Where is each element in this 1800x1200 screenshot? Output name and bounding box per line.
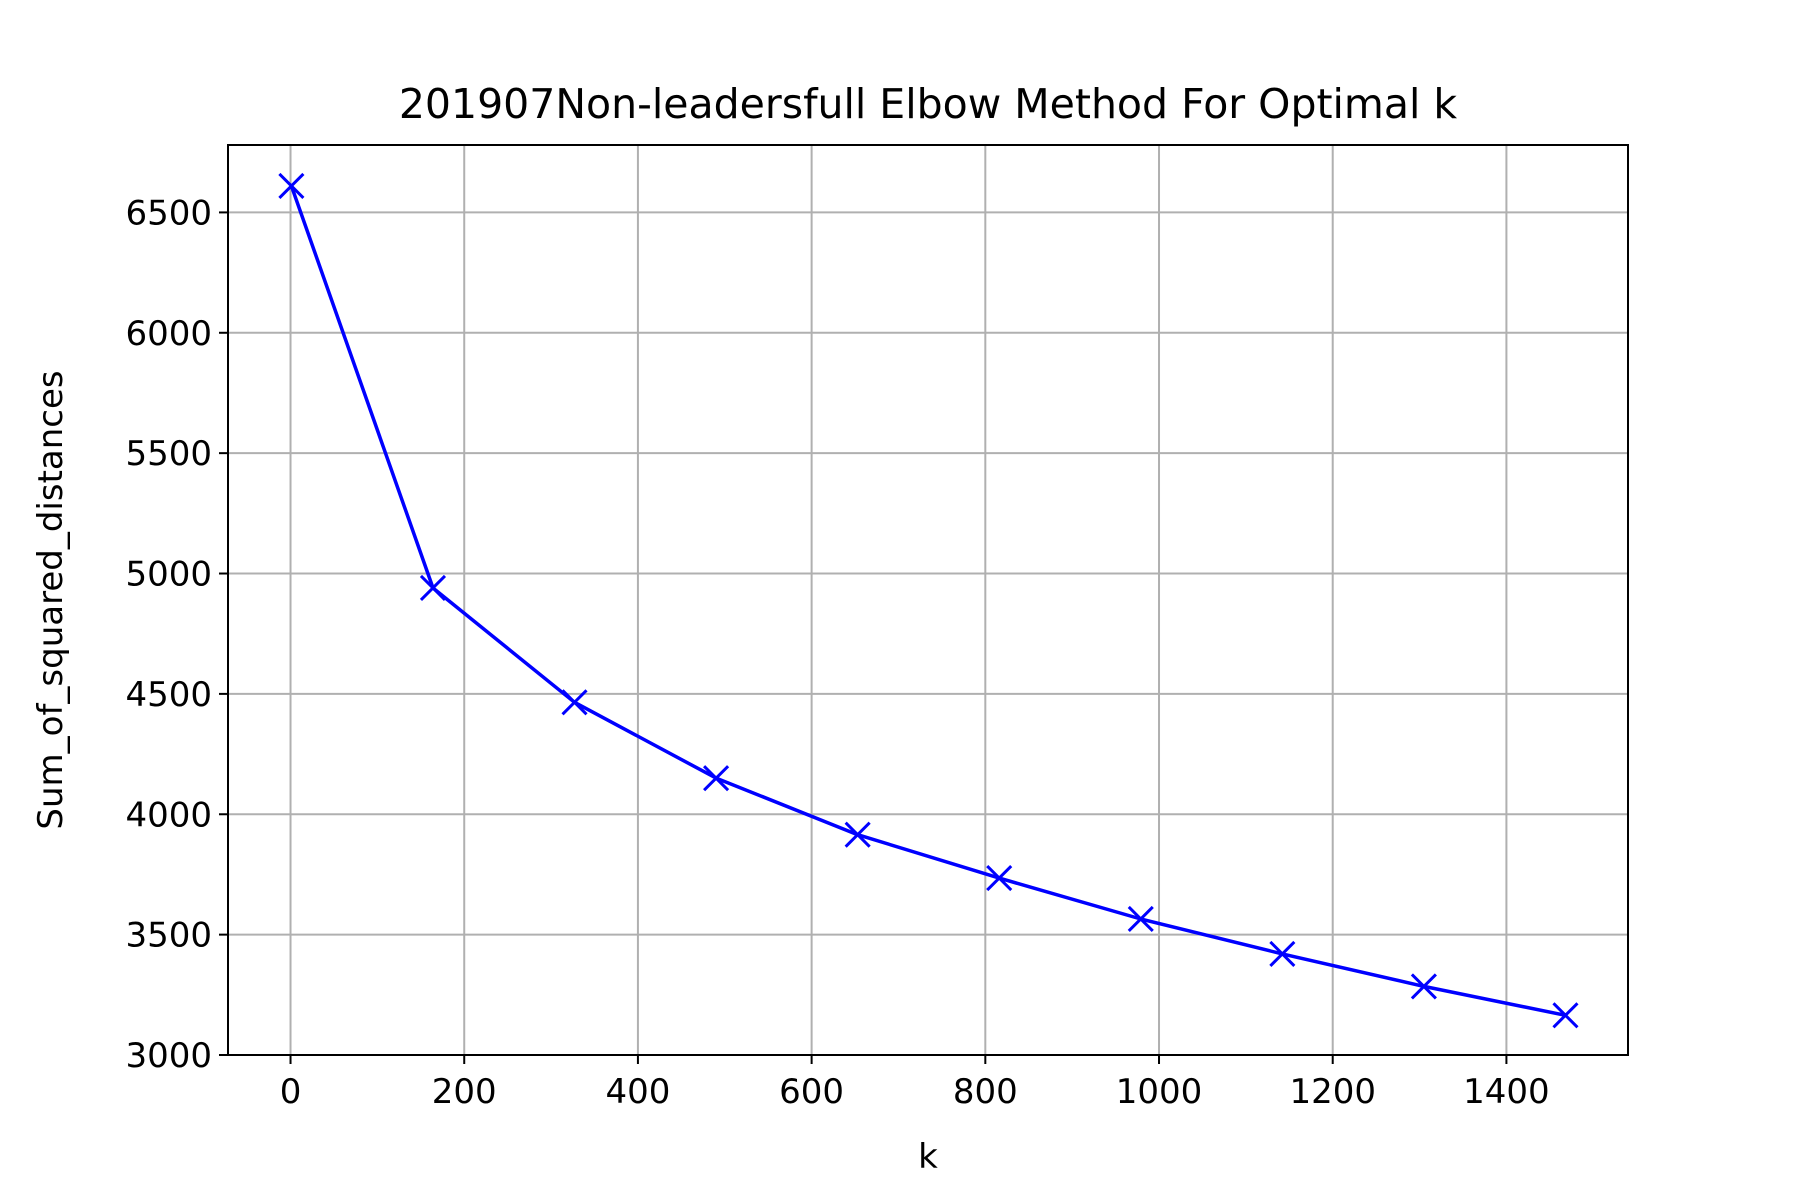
series-layer: [278, 172, 1579, 1029]
y-tick-label: 3000: [125, 1036, 212, 1076]
x-tick-label: 200: [432, 1072, 497, 1112]
data-point-marker: [986, 864, 1013, 892]
y-tick-label: 5500: [125, 434, 212, 474]
data-point-marker: [561, 689, 588, 716]
y-tick-label: 6500: [125, 193, 212, 233]
data-point-marker: [844, 821, 871, 848]
data-point-marker: [1127, 905, 1154, 933]
y-tick-label: 6000: [125, 314, 212, 354]
data-point-marker: [703, 765, 730, 792]
series-line: [289, 185, 1566, 1018]
data-point-marker: [419, 574, 447, 602]
y-tick-label: 4000: [125, 795, 212, 835]
x-tick-label: 800: [953, 1072, 1018, 1112]
chart-title: 201907Non-leadersfull Elbow Method For O…: [399, 80, 1458, 128]
data-point-marker: [278, 172, 305, 199]
x-tick-label: 0: [280, 1072, 302, 1112]
grid-lines: [228, 145, 1628, 1056]
x-tick-label: 600: [779, 1072, 844, 1112]
data-point-marker: [1552, 1002, 1579, 1029]
plot-frame: [227, 144, 1629, 1056]
x-tick-label: 400: [605, 1072, 670, 1112]
x-axis-label: k: [918, 1137, 938, 1177]
x-tick-label: 1200: [1289, 1072, 1376, 1112]
data-point-marker: [1410, 973, 1437, 1000]
y-tick-label: 3500: [125, 916, 212, 956]
x-tick-label: 1400: [1463, 1072, 1550, 1112]
data-point-marker: [1269, 940, 1296, 967]
y-tick-label: 4500: [125, 675, 212, 715]
y-tick-label: 5000: [125, 555, 212, 595]
axis-ticks: 0 200 400 600 800 1000 1200 1400 3000 3500 4000 450…: [125, 193, 1549, 1112]
x-tick-label: 1000: [1116, 1072, 1203, 1112]
y-axis-label: Sum_of_squared_distances: [31, 370, 71, 829]
